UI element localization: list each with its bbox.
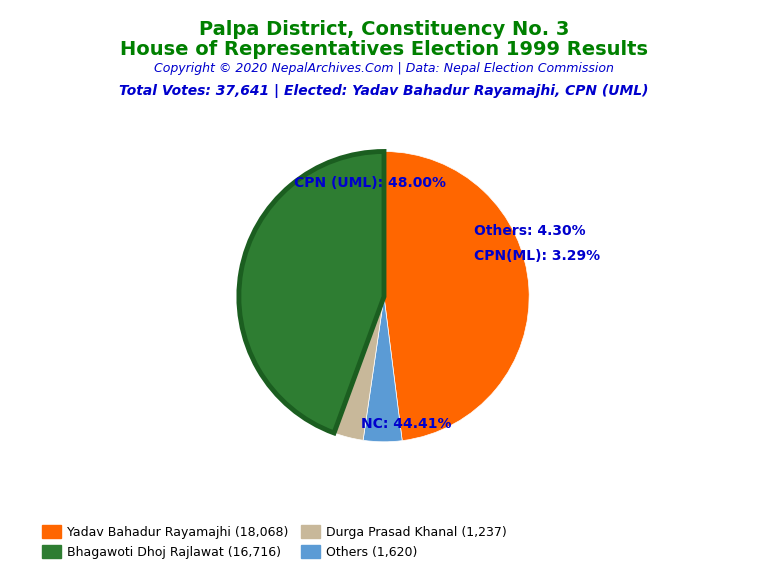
Text: CPN (UML): 48.00%: CPN (UML): 48.00% xyxy=(294,176,446,191)
Text: Palpa District, Constituency No. 3: Palpa District, Constituency No. 3 xyxy=(199,20,569,39)
Wedge shape xyxy=(334,297,384,440)
Text: NC: 44.41%: NC: 44.41% xyxy=(360,418,451,431)
Text: Copyright © 2020 NepalArchives.Com | Data: Nepal Election Commission: Copyright © 2020 NepalArchives.Com | Dat… xyxy=(154,62,614,75)
Text: Others: 4.30%: Others: 4.30% xyxy=(474,224,586,238)
Legend: Yadav Bahadur Rayamajhi (18,068), Bhagawoti Dhoj Rajlawat (16,716), Durga Prasad: Yadav Bahadur Rayamajhi (18,068), Bhagaw… xyxy=(37,521,511,564)
Wedge shape xyxy=(239,151,384,433)
Text: House of Representatives Election 1999 Results: House of Representatives Election 1999 R… xyxy=(120,40,648,59)
Wedge shape xyxy=(363,297,402,442)
Wedge shape xyxy=(384,151,529,441)
Text: CPN(ML): 3.29%: CPN(ML): 3.29% xyxy=(474,249,600,263)
Text: Total Votes: 37,641 | Elected: Yadav Bahadur Rayamajhi, CPN (UML): Total Votes: 37,641 | Elected: Yadav Bah… xyxy=(119,84,649,97)
